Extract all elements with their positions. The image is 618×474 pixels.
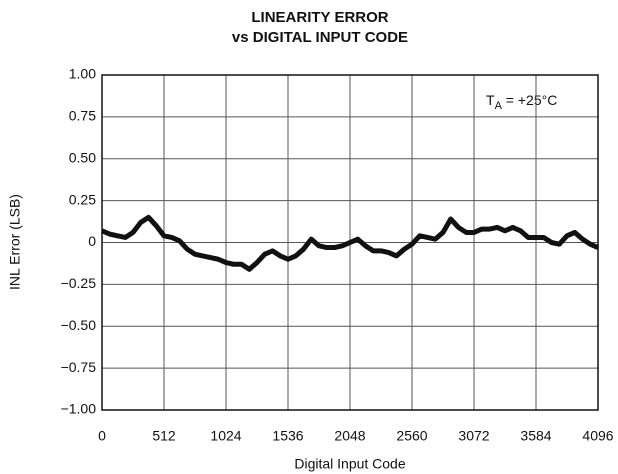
y-tick-label: 0 (88, 233, 96, 249)
x-tick-label: 2048 (334, 428, 365, 444)
plot-frame (101, 74, 599, 411)
chart-title: vs DIGITAL INPUT CODE (232, 29, 408, 46)
y-tick-label: −1.00 (61, 401, 97, 417)
x-tick-label: 3584 (520, 428, 551, 444)
annotation-main: T (486, 92, 495, 108)
annotation: TA = +25°C (486, 92, 557, 112)
chart-title: LINEARITY ERROR (251, 9, 388, 26)
y-tick-label: −0.50 (61, 317, 97, 333)
x-tick-label: 512 (152, 428, 176, 444)
data-line (101, 214, 599, 272)
x-tick-label: 1024 (210, 428, 241, 444)
x-tick-label: 0 (98, 428, 106, 444)
annotation-suffix: = +25°C (502, 92, 557, 108)
x-axis-label: Digital Input Code (294, 456, 406, 472)
y-tick-label: 0.25 (69, 191, 96, 207)
y-tick-label: 0.75 (69, 108, 96, 124)
y-tick-label: −0.75 (61, 359, 97, 375)
x-tick-label: 3072 (458, 428, 489, 444)
y-tick-label: 0.50 (69, 149, 96, 165)
x-tick-label: 4096 (582, 428, 613, 444)
annotation-subscript: A (495, 100, 503, 112)
y-tick-label: −0.25 (61, 275, 97, 291)
x-tick-label: 1536 (272, 428, 303, 444)
y-axis-label: INL Error (LSB) (7, 194, 23, 290)
y-tick-label: 1.00 (69, 66, 96, 82)
x-tick-label: 2560 (396, 428, 427, 444)
